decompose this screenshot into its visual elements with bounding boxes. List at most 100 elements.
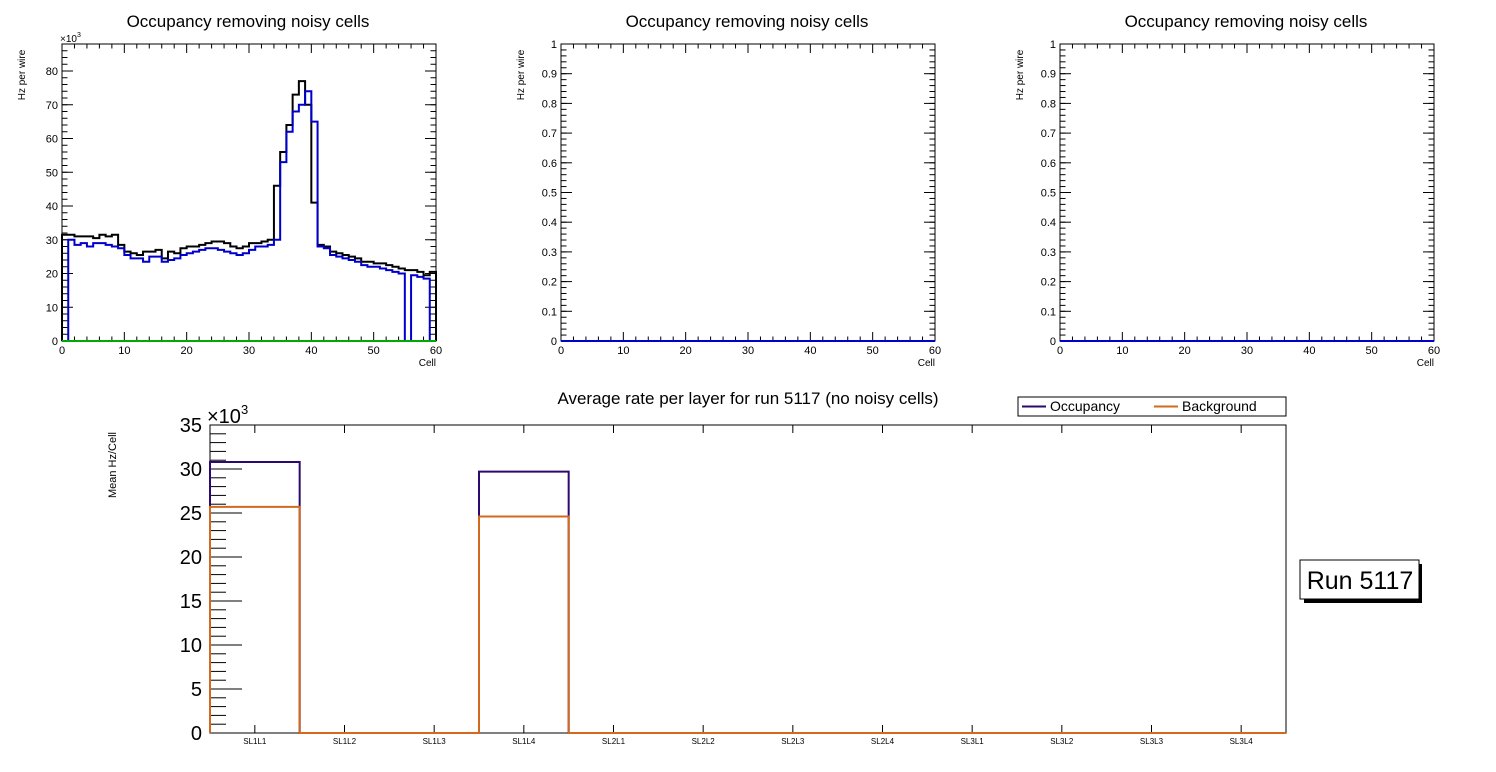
y-tick-label: 30 xyxy=(180,459,202,481)
y-tick-label: 0.4 xyxy=(542,217,557,229)
y-exponent-base: ×10 xyxy=(60,34,77,45)
x-tick-label: 30 xyxy=(1241,345,1253,357)
y-tick-label: 0 xyxy=(191,723,202,745)
y-exponent-power: 3 xyxy=(77,32,81,39)
x-tick-label: 20 xyxy=(1179,345,1191,357)
y-tick-label: 0.8 xyxy=(1041,98,1056,110)
y-tick-label: 80 xyxy=(46,66,58,78)
x-tick-label: 40 xyxy=(305,345,317,357)
y-tick-label: 1 xyxy=(1050,39,1056,51)
x-tick-label: SL3L2 xyxy=(1050,737,1074,746)
run-label-box xyxy=(1299,559,1420,600)
x-tick-label: SL2L4 xyxy=(871,737,895,746)
x-axis-label: Cell xyxy=(1417,358,1434,369)
x-tick-label: SL3L3 xyxy=(1140,737,1164,746)
x-axis-label: Cell xyxy=(419,358,436,369)
plot-area: 0 10 20 30 40 50 60 0 10 20 30 40 50 60 70 80 xyxy=(46,43,442,357)
y-tick-label: 0.9 xyxy=(1041,69,1056,81)
y-tick-label: 30 xyxy=(46,235,58,247)
y-exponent-power: 3 xyxy=(241,402,248,417)
x-tick-label: 50 xyxy=(867,345,879,357)
legend-box xyxy=(1017,396,1287,417)
x-tick-label: 40 xyxy=(804,345,816,357)
y-tick-label: 0 xyxy=(1050,336,1056,348)
y-tick-label: 0.3 xyxy=(1041,247,1056,259)
run-label: Run 5117 xyxy=(1299,559,1422,603)
y-exponent-base: ×10 xyxy=(207,406,241,428)
x-tick-label: SL1L3 xyxy=(423,737,447,746)
x-tick-label: 20 xyxy=(680,345,692,357)
y-tick-label: 0.5 xyxy=(1041,188,1056,200)
bottom-chart: Average rate per layer for run 5117 (no … xyxy=(107,389,1422,746)
histogram-occupancy xyxy=(61,80,437,341)
legend-label-background: Background xyxy=(1182,398,1257,414)
y-tick-label: 0 xyxy=(52,336,58,348)
legend-label-occupancy: Occupancy xyxy=(1050,398,1120,414)
y-tick-label: 0.4 xyxy=(1041,217,1056,229)
top-chart-2: Occupancy removing noisy cells Hz per wi… xyxy=(516,12,941,369)
y-tick-label: 0.1 xyxy=(542,306,557,318)
y-tick-label: 10 xyxy=(46,302,58,314)
plot-frame xyxy=(61,43,437,342)
y-tick-label: 0.7 xyxy=(1041,128,1056,140)
x-tick-label: SL2L3 xyxy=(781,737,805,746)
x-tick-label: SL1L2 xyxy=(333,737,357,746)
x-tick-label: 10 xyxy=(118,345,130,357)
x-tick-label: 60 xyxy=(1428,345,1440,357)
y-tick-label: 0.1 xyxy=(1041,306,1056,318)
x-tick-label: 20 xyxy=(181,345,193,357)
plot-area: 0 10 20 30 40 50 60 0 0.1 0.2 0.3 0.4 0.5 0.6 0.7 0.8 0.… xyxy=(1041,39,1440,357)
y-tick-label: 50 xyxy=(46,167,58,179)
chart-title: Occupancy removing noisy cells xyxy=(626,12,869,31)
y-tick-label: 20 xyxy=(180,547,202,569)
y-tick-label: 1 xyxy=(551,39,557,51)
x-tick-label: 30 xyxy=(243,345,255,357)
x-tick-label: 40 xyxy=(1303,345,1315,357)
x-tick-label: SL2L1 xyxy=(602,737,626,746)
top-chart-1: Occupancy removing noisy cells Hz per wi… xyxy=(17,12,442,369)
y-tick-label: 0.6 xyxy=(542,158,557,170)
x-tick-label: 0 xyxy=(558,345,564,357)
plot-frame xyxy=(560,43,936,342)
y-exponent: ×103 xyxy=(207,402,248,428)
top-chart-3: Occupancy removing noisy cells Hz per wi… xyxy=(1015,12,1440,369)
plot-frame xyxy=(1059,43,1435,342)
y-tick-label: 35 xyxy=(180,415,202,437)
y-tick-label: 0.8 xyxy=(542,98,557,110)
y-exponent: ×103 xyxy=(60,32,81,45)
x-tick-label: 60 xyxy=(929,345,941,357)
y-tick-label: 25 xyxy=(180,503,202,525)
y-tick-label: 0.9 xyxy=(542,69,557,81)
run-label-text: Run 5117 xyxy=(1307,567,1414,595)
y-tick-label: 0.2 xyxy=(1041,277,1056,289)
x-tick-label: 50 xyxy=(1366,345,1378,357)
y-tick-label: 5 xyxy=(191,679,202,701)
x-tick-label: 10 xyxy=(1116,345,1128,357)
x-tick-label: 30 xyxy=(742,345,754,357)
x-tick-label: 60 xyxy=(430,345,442,357)
y-tick-label: 60 xyxy=(46,134,58,146)
x-tick-label: 50 xyxy=(368,345,380,357)
y-tick-label: 0.2 xyxy=(542,277,557,289)
x-tick-label: SL1L4 xyxy=(512,737,536,746)
y-tick-label: 15 xyxy=(180,591,202,613)
chart-title: Occupancy removing noisy cells xyxy=(1125,12,1368,31)
y-axis-label: Mean Hz/Cell xyxy=(107,432,119,498)
plot-frame xyxy=(209,424,1287,734)
y-tick-label: 0.3 xyxy=(542,247,557,259)
plot-area: 0 5 10 15 20 25 30 35 SL1L1 SL1L2 SL1L3 SL1L4 SL2L1 S… xyxy=(180,415,1287,746)
y-tick-label: 40 xyxy=(46,201,58,213)
y-tick-label: 0.6 xyxy=(1041,158,1056,170)
chart-title: Occupancy removing noisy cells xyxy=(127,12,370,31)
plot-area: 0 10 20 30 40 50 60 0 0.1 0.2 0.3 0.4 0.5 0.6 0.7 0.8 0.… xyxy=(542,39,941,357)
x-tick-label: SL1L1 xyxy=(243,737,267,746)
y-axis-label: Hz per wire xyxy=(17,49,28,100)
x-tick-label: 0 xyxy=(1057,345,1063,357)
y-tick-label: 70 xyxy=(46,100,58,112)
bar-series-background xyxy=(209,505,1286,734)
y-tick-label: 0.5 xyxy=(542,188,557,200)
histogram-background xyxy=(62,90,436,342)
y-axis-label: Hz per wire xyxy=(1015,49,1026,100)
y-axis-label: Hz per wire xyxy=(516,49,527,100)
